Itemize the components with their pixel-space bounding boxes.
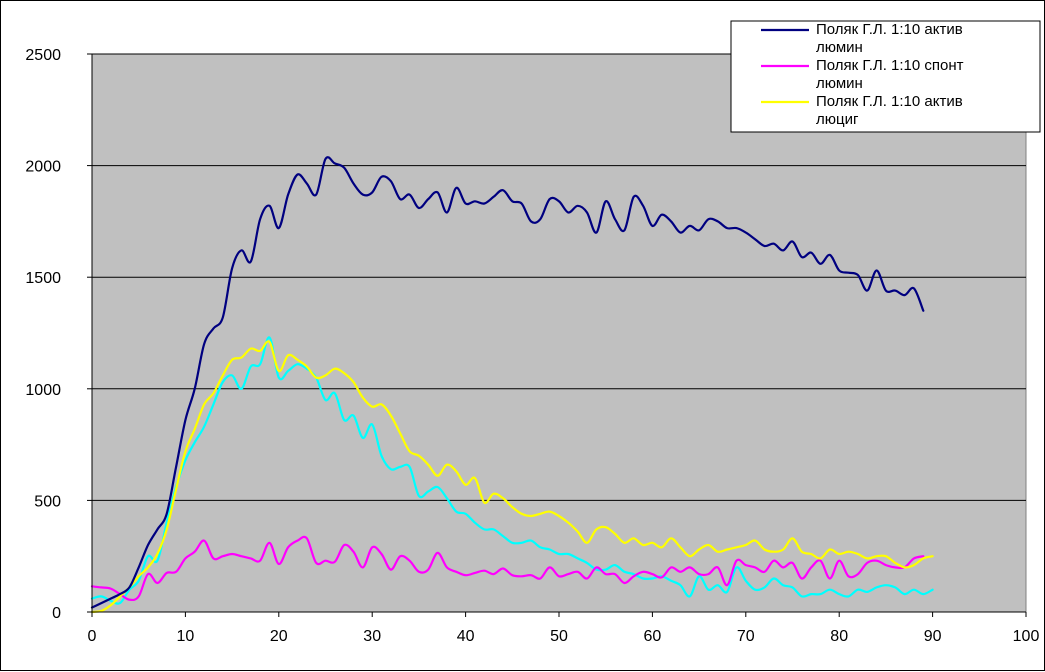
series-line-2 — [90, 340, 934, 614]
y-tick-labels: 0 500 1000 1500 2000 2500 — [25, 47, 92, 622]
series-line-0 — [90, 156, 925, 609]
legend-box — [730, 20, 1041, 133]
x-tick-label: 80 — [830, 628, 848, 645]
legend-label-2: Поляк Г.Л. 1:10 актив люциг — [816, 93, 963, 128]
x-tick-label: 100 — [1013, 628, 1040, 645]
x-tick-labels: 0 10 20 30 40 50 60 70 80 90 100 — [88, 612, 1040, 645]
y-tick-label: 0 — [52, 605, 61, 622]
x-tick-label: 20 — [270, 628, 288, 645]
y-tick-label: 2000 — [25, 159, 61, 176]
x-tick-label: 10 — [177, 628, 195, 645]
y-tick-label: 1000 — [25, 382, 61, 399]
series-line-3 — [90, 336, 934, 605]
x-tick-label: 30 — [363, 628, 381, 645]
x-tick-label: 40 — [457, 628, 475, 645]
plot-area — [91, 53, 1027, 613]
x-tick-label: 60 — [644, 628, 662, 645]
x-tick-label: 70 — [737, 628, 755, 645]
y-tick-label: 500 — [34, 493, 61, 510]
gridlines — [92, 53, 1026, 501]
y-tick-label: 1500 — [25, 270, 61, 287]
x-tick-label: 50 — [550, 628, 568, 645]
legend-label-1: Поляк Г.Л. 1:10 спонт люмин — [816, 57, 964, 92]
series-line-1 — [90, 535, 925, 602]
y-tick-label: 2500 — [25, 47, 61, 64]
x-tick-label: 0 — [88, 628, 97, 645]
series-layer — [90, 156, 934, 614]
legend-label-0: Поляк Г.Л. 1:10 актив люмин — [816, 21, 963, 56]
x-tick-label: 90 — [924, 628, 942, 645]
